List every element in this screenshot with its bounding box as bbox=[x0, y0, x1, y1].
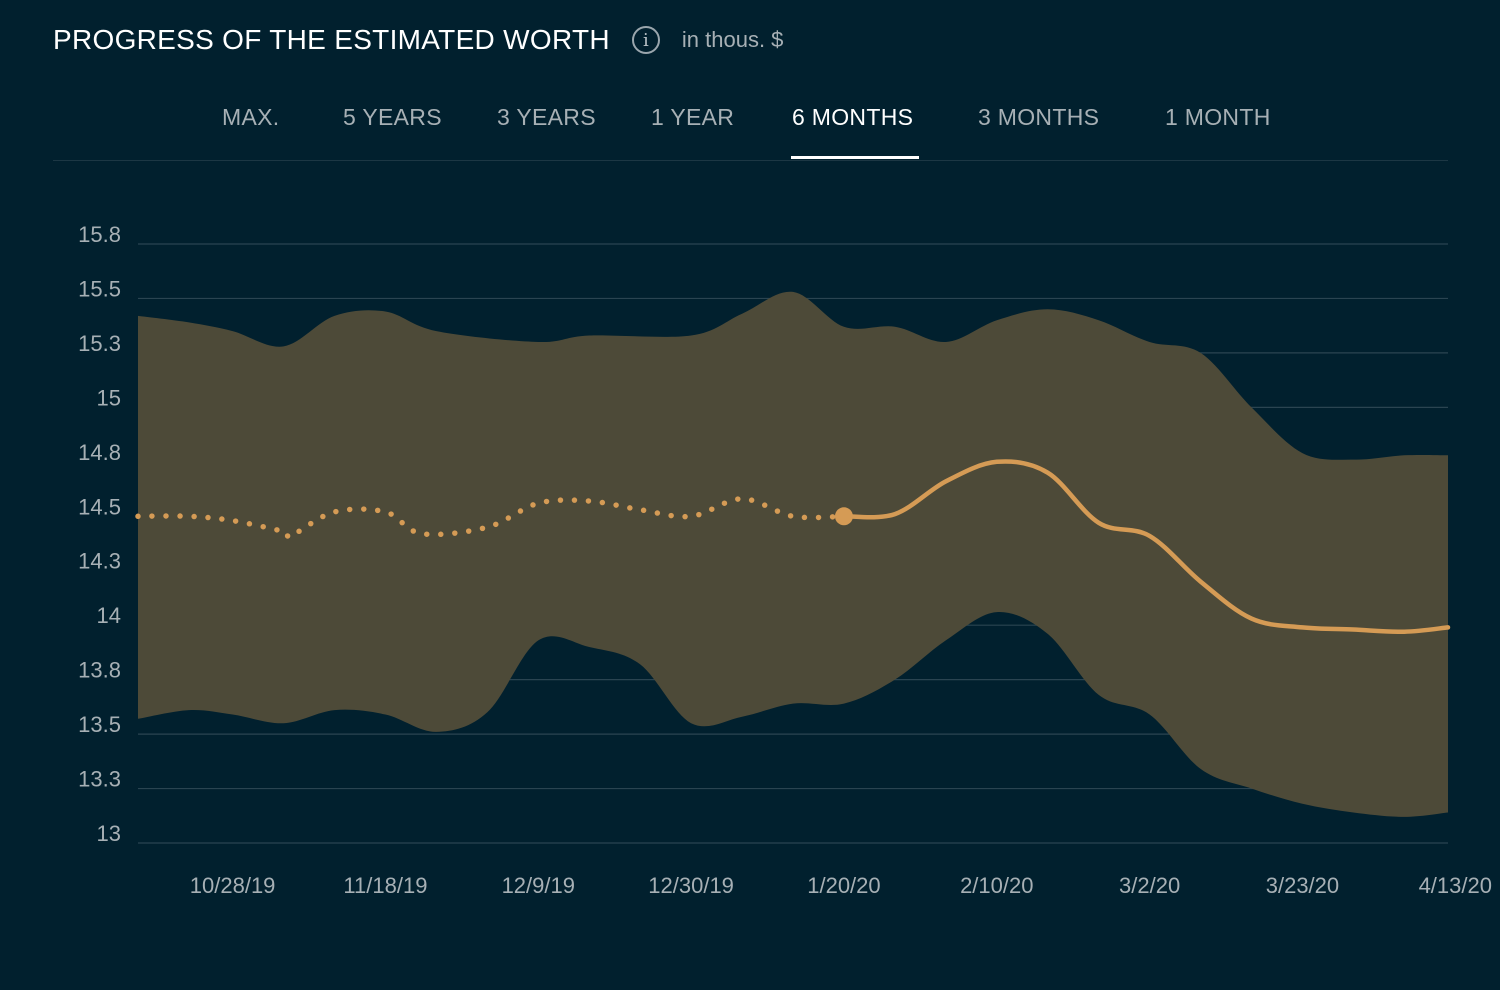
x-tick-label: 2/10/20 bbox=[960, 873, 1033, 898]
x-tick-label: 11/18/19 bbox=[343, 873, 427, 898]
y-tick-label: 13 bbox=[97, 821, 121, 846]
x-tick-label: 12/30/19 bbox=[648, 873, 734, 898]
y-tick-label: 14.8 bbox=[78, 440, 121, 465]
x-tick-label: 3/2/20 bbox=[1119, 873, 1180, 898]
y-tick-label: 14.3 bbox=[78, 549, 121, 574]
range-band bbox=[138, 291, 1448, 817]
y-tick-label: 15.5 bbox=[78, 276, 121, 301]
today-marker bbox=[834, 507, 853, 526]
y-tick-label: 13.5 bbox=[78, 712, 121, 737]
y-tick-label: 13.8 bbox=[78, 658, 121, 683]
info-icon[interactable]: i bbox=[631, 26, 660, 54]
x-tick-label: 12/9/19 bbox=[502, 873, 575, 898]
tabs-divider bbox=[53, 160, 1448, 161]
tab-3-months[interactable]: 3 MONTHS bbox=[978, 104, 1100, 130]
tab-5-years[interactable]: 5 YEARS bbox=[343, 104, 442, 130]
x-tick-label: 1/20/20 bbox=[807, 873, 880, 898]
chart-header: PROGRESS OF THE ESTIMATED WORTH i in tho… bbox=[53, 22, 783, 58]
y-tick-label: 15.8 bbox=[78, 222, 121, 247]
y-tick-label: 15.3 bbox=[78, 331, 121, 356]
active-tab-indicator bbox=[791, 156, 919, 159]
x-tick-label: 10/28/19 bbox=[190, 873, 276, 898]
tab-max[interactable]: MAX. bbox=[222, 104, 280, 130]
chart-title: PROGRESS OF THE ESTIMATED WORTH bbox=[53, 24, 610, 55]
tab-1-month[interactable]: 1 MONTH bbox=[1165, 104, 1271, 130]
tab-1-year[interactable]: 1 YEAR bbox=[651, 104, 735, 130]
tab-3-years[interactable]: 3 YEARS bbox=[497, 104, 596, 130]
historical-series-line bbox=[135, 496, 847, 540]
y-tick-label: 13.3 bbox=[78, 767, 121, 792]
y-tick-label: 14 bbox=[97, 603, 121, 628]
time-range-tabs: MAX. 5 YEARS 3 YEARS 1 YEAR 6 MONTHS 3 M… bbox=[0, 100, 1500, 160]
forecast-series-line bbox=[841, 459, 1451, 635]
unit-label: in thous. $ bbox=[681, 27, 784, 52]
x-tick-label: 3/23/20 bbox=[1266, 873, 1339, 898]
tab-6-months[interactable]: 6 MONTHS bbox=[792, 104, 914, 130]
x-tick-label: 4/13/20 bbox=[1419, 873, 1492, 898]
y-tick-label: 14.5 bbox=[78, 494, 121, 519]
y-tick-label: 15 bbox=[97, 385, 121, 410]
